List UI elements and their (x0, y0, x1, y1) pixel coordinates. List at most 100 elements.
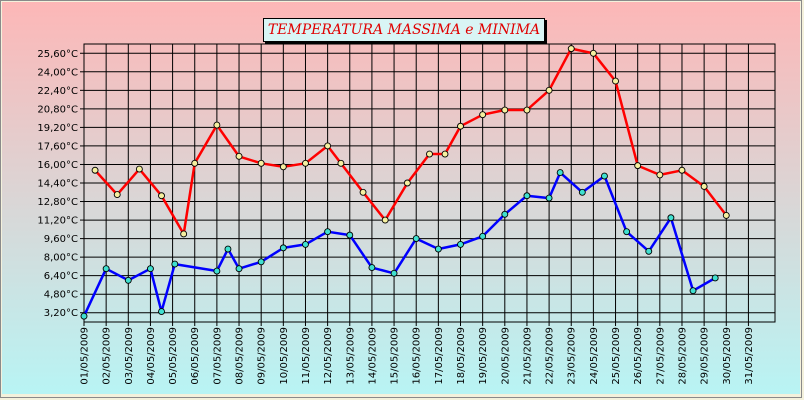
x-tick-label: 02/05/2009 (102, 327, 113, 385)
chart-title: TEMPERATURA MASSIMA e MINIMA (267, 22, 541, 38)
x-tick-label: 01/05/2009 (80, 327, 91, 385)
data-point (257, 159, 265, 167)
data-point (479, 232, 487, 240)
x-tick-label: 28/05/2009 (677, 327, 688, 385)
data-point (711, 274, 719, 282)
y-tick-label: 9,60°C (44, 234, 78, 245)
data-point (224, 245, 232, 253)
data-point (623, 228, 631, 236)
y-tick-label: 22,40°C (37, 86, 78, 97)
x-tick-label: 11/05/2009 (301, 327, 312, 385)
y-tick-label: 25,60°C (37, 49, 78, 60)
data-point (403, 179, 411, 187)
x-tick-label: 10/05/2009 (279, 327, 290, 385)
data-point (700, 183, 708, 190)
data-point (213, 121, 221, 129)
y-tick-label: 14,40°C (37, 179, 78, 190)
y-tick-label: 24,00°C (37, 67, 78, 78)
y-tick-label: 20,80°C (37, 104, 78, 115)
data-point (545, 86, 553, 94)
data-point (180, 230, 188, 238)
data-point (135, 165, 143, 173)
data-point (390, 269, 398, 277)
x-tick-label: 27/05/2009 (655, 327, 666, 385)
data-point (102, 265, 110, 273)
data-point (457, 122, 464, 130)
x-tick-label: 04/05/2009 (146, 327, 157, 385)
data-point (434, 245, 442, 253)
data-point (235, 265, 243, 273)
data-point (124, 276, 132, 284)
x-tick-label: 03/05/2009 (124, 327, 135, 385)
x-tick-label: 06/05/2009 (190, 327, 201, 385)
data-point (324, 142, 332, 150)
x-tick-label: 19/05/2009 (478, 327, 489, 385)
y-tick-label: 11,20°C (37, 216, 78, 227)
data-point (667, 214, 675, 222)
series-1 (91, 45, 730, 238)
x-axis-ticks: 01/05/2009 02/05/2009 03/05/2009 04/05/2009… (80, 327, 755, 385)
data-point (158, 308, 165, 316)
data-point (91, 166, 99, 174)
data-point (213, 267, 221, 275)
x-tick-label: 24/05/2009 (589, 327, 600, 385)
data-point (523, 106, 531, 114)
data-point (678, 166, 686, 174)
x-tick-label: 20/05/2009 (500, 327, 511, 385)
data-point (589, 49, 597, 57)
data-point (80, 312, 88, 320)
series-2 (80, 169, 719, 320)
chart-background (2, 2, 800, 394)
data-point (235, 152, 243, 160)
x-tick-label: 23/05/2009 (567, 327, 578, 385)
data-point (612, 77, 619, 85)
data-point (381, 216, 389, 224)
data-point (501, 210, 509, 218)
x-tick-label: 25/05/2009 (611, 327, 622, 385)
x-tick-label: 14/05/2009 (367, 327, 378, 385)
x-tick-label: 30/05/2009 (722, 327, 733, 385)
data-point (337, 159, 345, 167)
data-point (302, 240, 309, 248)
x-tick-label: 09/05/2009 (257, 327, 268, 385)
data-point (279, 244, 287, 252)
x-tick-label: 21/05/2009 (522, 327, 533, 385)
data-point (501, 106, 509, 114)
series-layer (80, 45, 730, 320)
x-tick-label: 15/05/2009 (390, 327, 401, 385)
x-tick-label: 07/05/2009 (212, 327, 223, 385)
x-tick-label: 05/05/2009 (168, 327, 179, 385)
data-point (645, 247, 653, 255)
data-point (279, 163, 287, 171)
data-point (457, 240, 464, 248)
data-point (722, 211, 730, 219)
y-tick-label: 8,00°C (44, 253, 78, 264)
x-tick-label: 26/05/2009 (633, 327, 644, 385)
data-point (601, 172, 608, 180)
data-point (578, 188, 586, 196)
x-tick-label: 31/05/2009 (744, 327, 755, 385)
data-point (191, 159, 199, 167)
data-point (634, 162, 642, 170)
data-point (359, 188, 367, 196)
x-tick-label: 08/05/2009 (235, 327, 246, 385)
data-point (556, 169, 564, 177)
x-tick-label: 18/05/2009 (456, 327, 467, 385)
data-point (171, 260, 179, 268)
data-point (689, 287, 697, 295)
data-point (479, 111, 487, 119)
y-tick-label: 16,00°C (37, 160, 78, 171)
chart-title-box: TEMPERATURA MASSIMA e MINIMA (263, 18, 545, 42)
data-point (567, 45, 575, 53)
y-tick-label: 12,80°C (37, 197, 78, 208)
data-point (158, 192, 165, 200)
y-tick-label: 17,60°C (37, 141, 78, 152)
data-point (656, 171, 664, 179)
data-point (302, 159, 309, 167)
data-point (113, 191, 121, 199)
data-point (412, 235, 420, 243)
x-tick-label: 22/05/2009 (545, 327, 556, 385)
data-point (346, 231, 354, 239)
